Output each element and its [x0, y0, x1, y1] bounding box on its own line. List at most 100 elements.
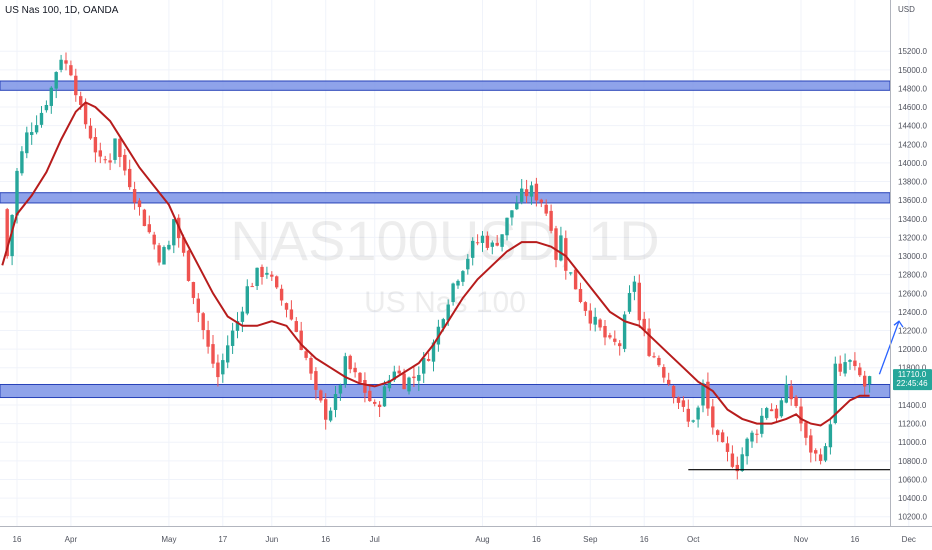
candle-body	[593, 316, 597, 325]
candle-body	[515, 203, 519, 210]
y-tick-label: 12600.0	[898, 289, 927, 298]
candle-body	[598, 319, 602, 328]
candle-body	[358, 372, 362, 383]
candle-body	[814, 450, 818, 454]
candle-body	[706, 381, 710, 409]
candle-body	[828, 424, 833, 448]
candle-body	[93, 137, 98, 153]
resistance-zone	[0, 80, 891, 91]
candle-body	[539, 199, 543, 203]
candle-body	[750, 432, 754, 442]
candle-body	[348, 355, 352, 370]
candle-body	[622, 314, 627, 349]
candle-body	[632, 281, 637, 292]
price-axis[interactable]: 15200.0 15000.0 14800.0 14600.0 14400.0 14200…	[898, 47, 927, 521]
candle-body	[529, 185, 534, 197]
candle-body	[162, 247, 166, 265]
candle-body	[662, 367, 666, 378]
candle-body	[103, 159, 107, 161]
candle-body	[294, 321, 298, 332]
candle-body	[191, 282, 196, 298]
y-tick-label: 14000.0	[898, 159, 927, 168]
candle-body	[618, 343, 622, 347]
candle-body	[843, 362, 847, 374]
candle-body	[201, 313, 205, 331]
time-axis[interactable]: 16 Apr May 17 Jun 16 Jul Aug 16 Sep 16 Oct Nov 16 Dec	[13, 535, 916, 544]
candle-body	[711, 406, 715, 428]
candle-body	[382, 386, 387, 407]
candle-body	[265, 272, 269, 275]
candle-body	[603, 326, 607, 338]
candle-body	[368, 390, 372, 402]
candle-body	[30, 132, 34, 135]
candle-body	[206, 330, 210, 347]
y-tick-label: 12200.0	[898, 326, 927, 335]
candle-body	[500, 234, 504, 247]
candle-body	[838, 363, 842, 372]
candle-body	[69, 65, 73, 76]
candle-body	[255, 267, 259, 287]
candle-body	[818, 454, 823, 461]
x-tick-label: Apr	[65, 535, 78, 544]
candle-body	[250, 286, 254, 288]
candle-body	[260, 266, 264, 278]
price-tag-countdown: 22:45:46	[896, 379, 928, 388]
candle-body	[221, 360, 225, 375]
candle-body	[279, 288, 284, 301]
y-tick-label: 12000.0	[898, 345, 927, 354]
candle-body	[613, 338, 617, 342]
x-tick-label: May	[161, 535, 176, 544]
price-tag-box	[893, 369, 932, 391]
chart-title: US Nas 100, 1D, OANDA	[5, 5, 119, 16]
candle-body	[108, 160, 112, 163]
candle-body	[309, 357, 313, 374]
candle-body	[853, 360, 857, 367]
candle-body	[554, 228, 558, 260]
candle-body	[211, 344, 215, 364]
candle-body	[510, 210, 514, 218]
x-tick-label: Sep	[583, 535, 598, 544]
y-tick-label: 14200.0	[898, 140, 927, 149]
candle-body	[167, 244, 171, 250]
candle-body	[132, 189, 137, 203]
candle-body	[392, 371, 396, 380]
candle-body	[147, 224, 151, 233]
candle-body	[686, 408, 690, 422]
candle-body	[701, 383, 705, 406]
candle-body	[637, 282, 641, 321]
candle-body	[735, 464, 739, 472]
candle-body	[667, 379, 671, 385]
x-tick-label: Aug	[475, 535, 489, 544]
candle-body	[54, 72, 58, 89]
candle-body	[98, 150, 102, 157]
candle-body	[402, 373, 406, 390]
candle-body	[779, 400, 784, 417]
candle-body	[397, 370, 401, 374]
candle-body	[765, 408, 769, 418]
candle-body	[642, 318, 646, 331]
candle-body	[569, 272, 573, 274]
currency-label: USD	[898, 5, 915, 14]
candle-body	[716, 430, 720, 436]
candle-body	[774, 408, 779, 419]
candle-body	[833, 363, 837, 423]
y-tick-label: 11000.0	[898, 438, 927, 447]
candle-body	[34, 125, 39, 133]
candle-body	[314, 371, 318, 390]
candle-body	[490, 242, 494, 247]
candle-body	[128, 168, 132, 188]
candle-body	[59, 59, 63, 70]
candle-body	[270, 274, 274, 277]
candle-body	[441, 319, 445, 329]
candle-body	[446, 304, 450, 321]
candle-body	[809, 435, 813, 453]
candle-body	[456, 280, 460, 286]
candle-body	[480, 235, 485, 243]
candle-body	[289, 309, 294, 320]
candle-body	[377, 404, 382, 408]
price-tag: 11710.0 22:45:46	[893, 369, 932, 391]
candle-body	[495, 242, 499, 246]
candle-body	[15, 170, 19, 216]
candle-body	[245, 286, 249, 314]
